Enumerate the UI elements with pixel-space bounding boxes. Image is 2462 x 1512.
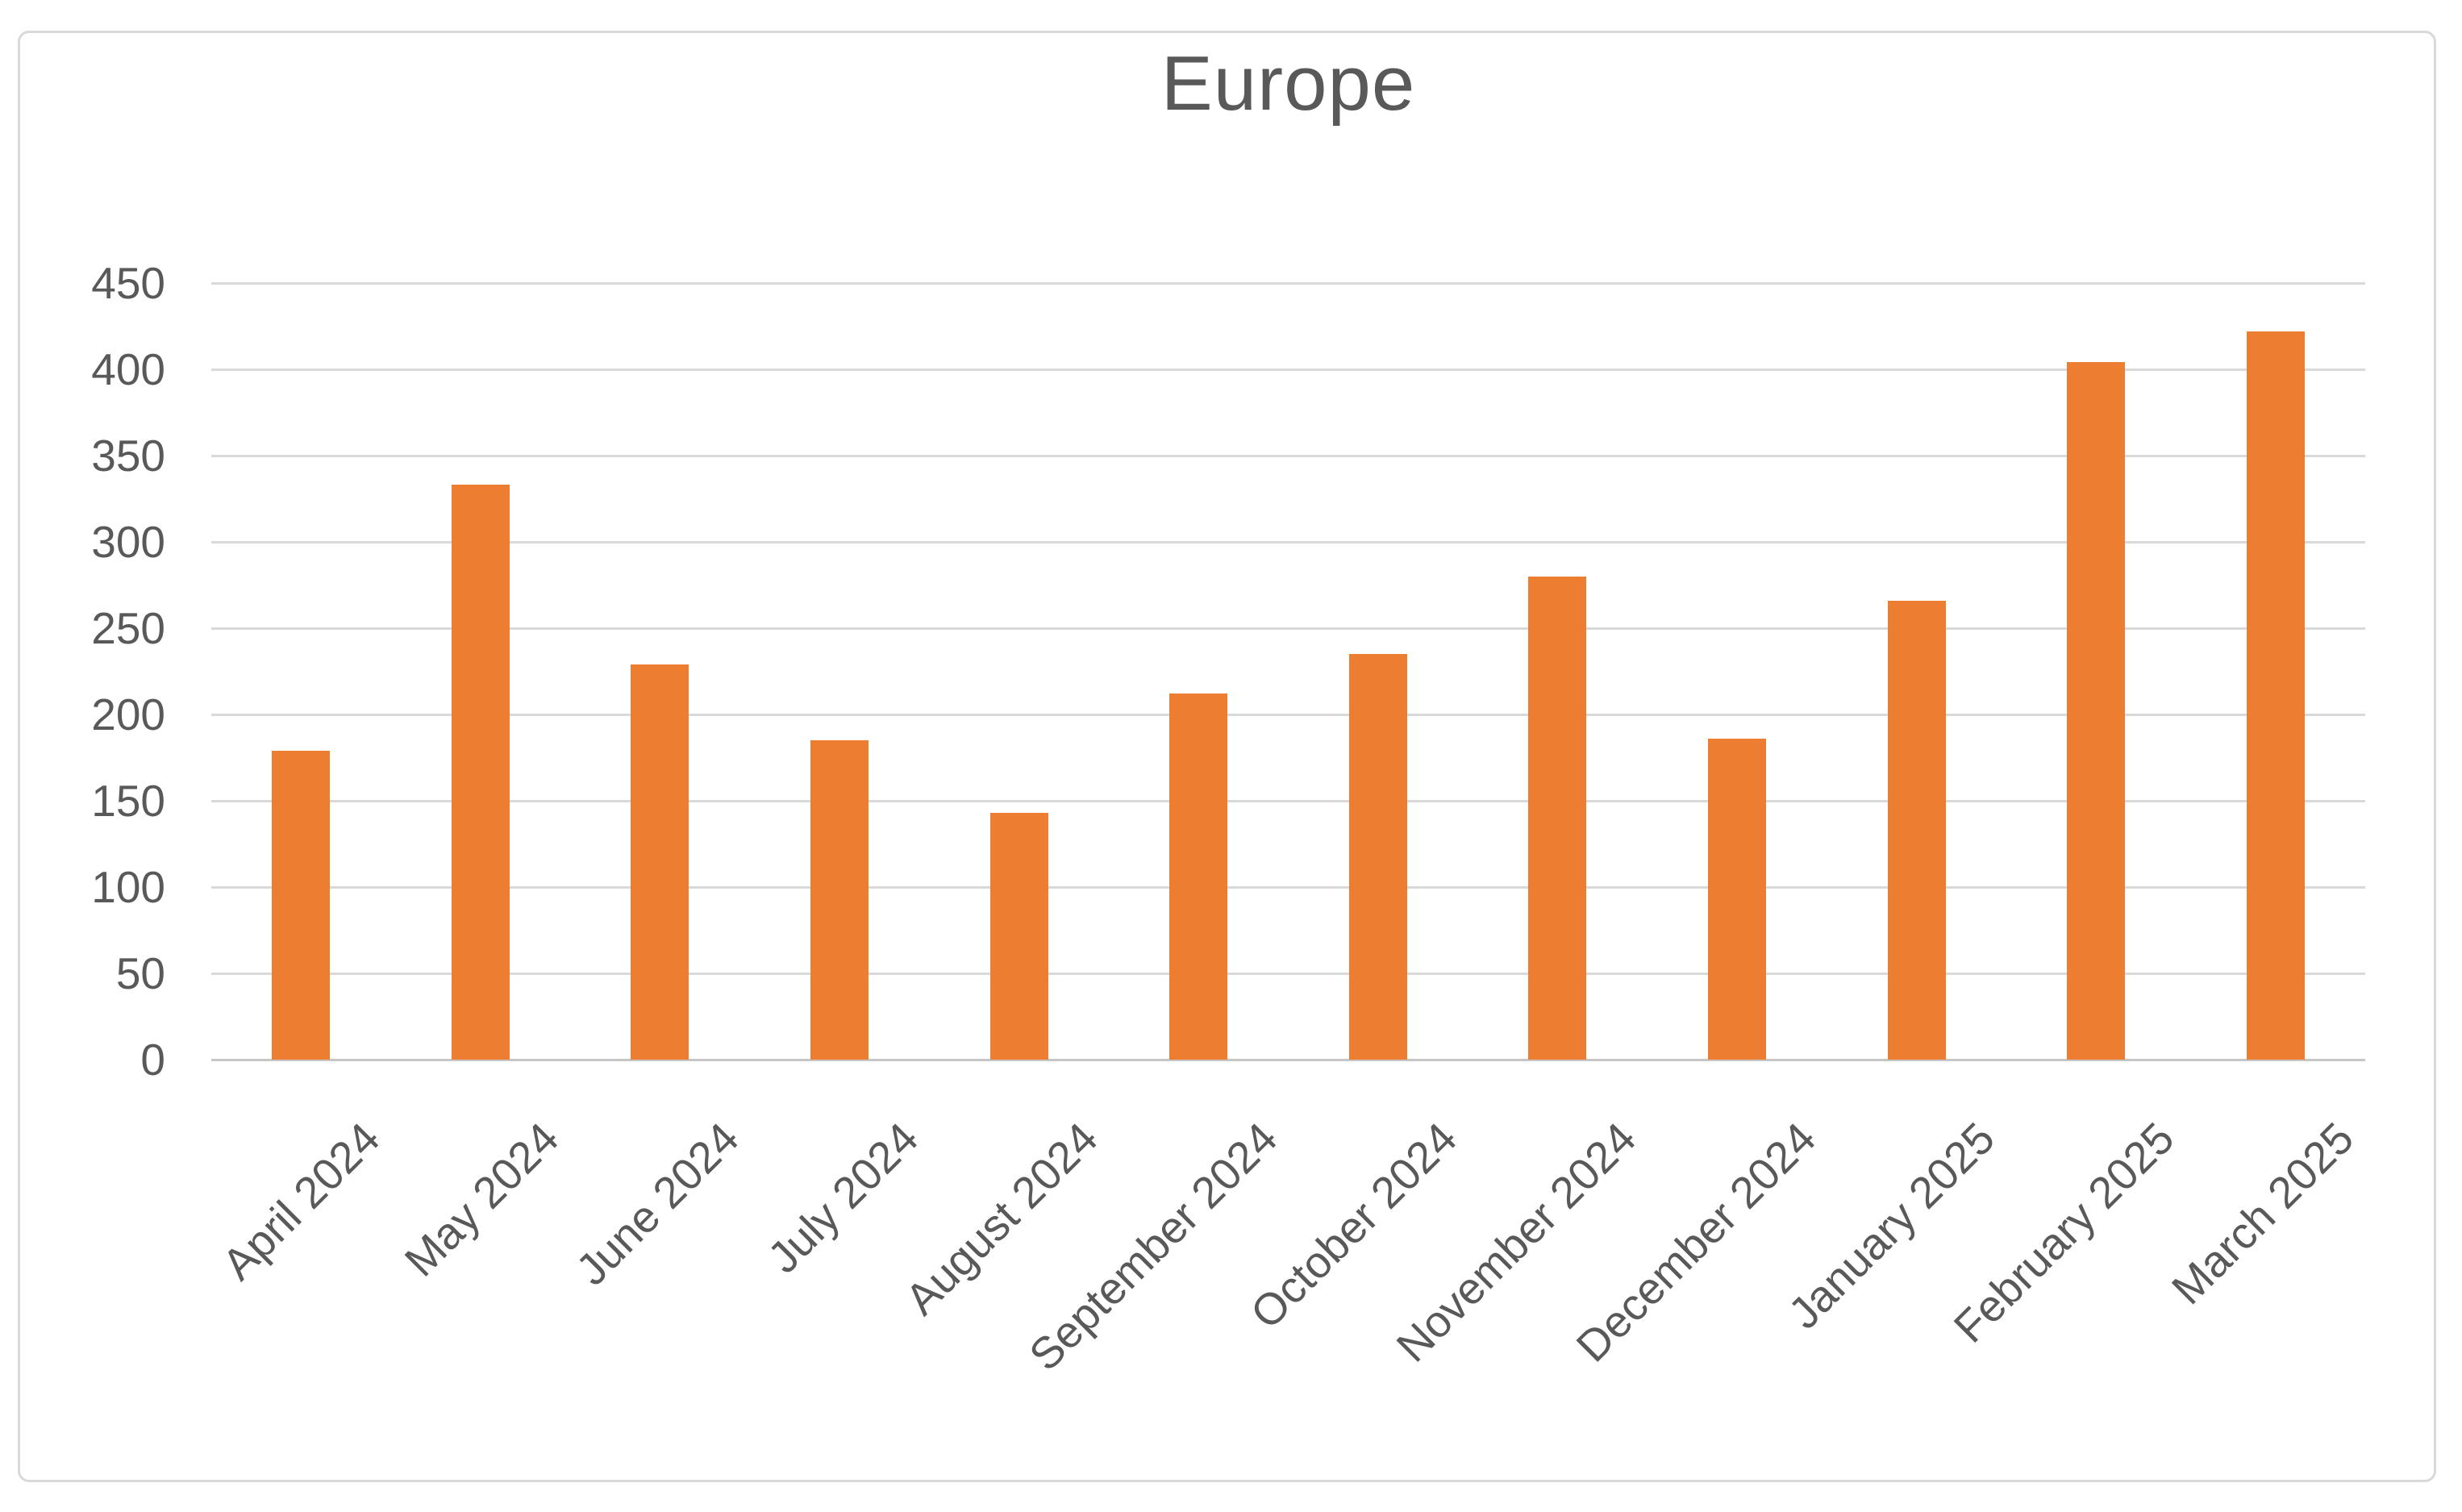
y-axis-tick-label: 200 (91, 689, 165, 739)
gridline (211, 368, 2365, 371)
bar (272, 750, 331, 1060)
gridline (211, 885, 2365, 889)
y-axis-tick-label: 400 (91, 344, 165, 394)
x-axis-line (211, 1058, 2365, 1061)
bar (1169, 694, 1228, 1060)
bar (989, 812, 1048, 1060)
y-axis-tick-label: 150 (91, 776, 165, 826)
bar (1887, 600, 1946, 1060)
bar (1348, 654, 1407, 1060)
y-axis-tick-label: 0 (140, 1035, 165, 1085)
y-axis-tick-label: 300 (91, 517, 165, 567)
bar (2246, 331, 2305, 1060)
gridline (211, 454, 2365, 457)
bar (451, 485, 510, 1060)
chart-title: Europe (1160, 40, 1416, 127)
gridline (211, 281, 2365, 285)
gridline (211, 972, 2365, 975)
y-axis-tick-label: 350 (91, 431, 165, 481)
y-axis-tick-label: 100 (91, 862, 165, 912)
y-axis-tick-label: 50 (115, 948, 165, 998)
gridline (211, 713, 2365, 716)
gridline (211, 540, 2365, 544)
gridline (211, 627, 2365, 630)
y-axis-tick-label: 250 (91, 603, 165, 653)
bar (631, 664, 689, 1060)
bar (1528, 576, 1587, 1060)
bar (1707, 738, 1766, 1060)
gridline (211, 799, 2365, 802)
bar (2067, 362, 2126, 1060)
y-axis-tick-label: 450 (91, 258, 165, 308)
bar (810, 740, 869, 1060)
